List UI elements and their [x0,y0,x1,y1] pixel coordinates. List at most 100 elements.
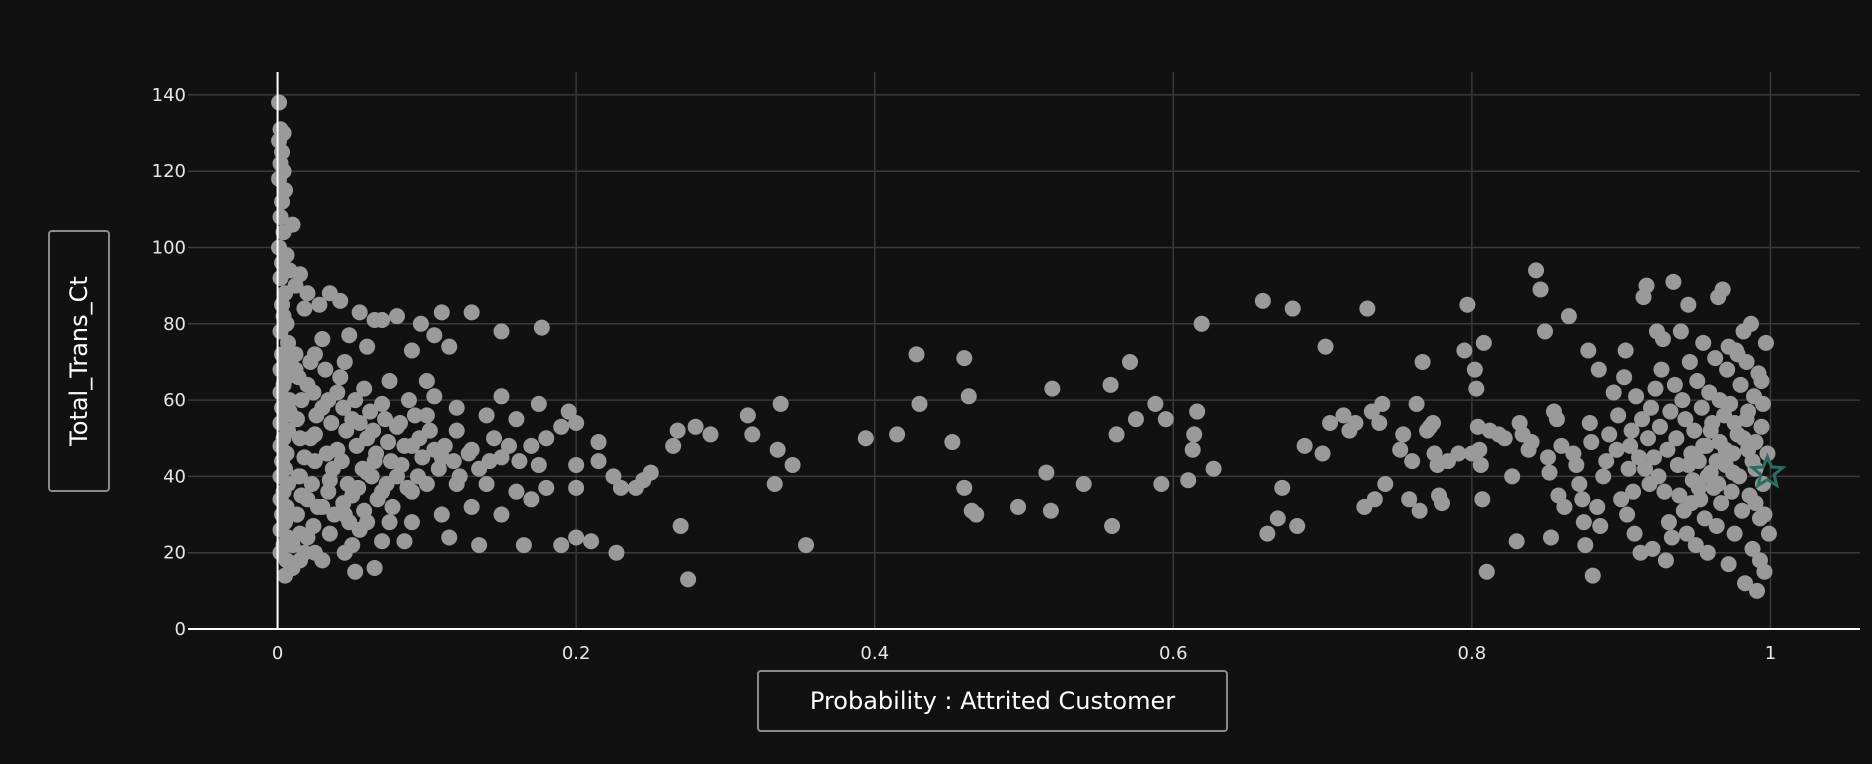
data-point [463,498,480,515]
data-point [377,411,394,428]
data-point [426,327,443,344]
data-point [553,537,570,554]
data-point [739,407,756,424]
data-point [374,533,391,550]
data-point [311,296,328,313]
data-point [583,533,600,550]
data-point [409,468,426,485]
data-point [672,517,689,534]
data-point [1496,430,1513,447]
data-point [766,476,783,493]
y-tick-label: 40 [163,466,186,487]
data-point [1666,376,1683,393]
data-point [1640,430,1657,447]
data-point [538,479,555,496]
data-point [272,208,289,225]
data-point [374,395,391,412]
data-point [1650,468,1667,485]
data-point [1508,533,1525,550]
data-point [1720,338,1737,355]
data-point [1254,292,1271,309]
data-point [1205,460,1222,477]
data-point [908,346,925,363]
data-point [1395,426,1412,443]
y-tick-label: 120 [152,161,186,182]
data-point [272,323,289,340]
data-point [347,392,364,409]
data-point [1674,392,1691,409]
data-point [1284,300,1301,317]
data-point [1468,380,1485,397]
data-point [1714,281,1731,298]
data-point [412,315,429,332]
data-point [332,369,349,386]
data-point [463,304,480,321]
data-point [1656,483,1673,500]
data-point [500,437,517,454]
data-point [426,388,443,405]
highlight-star-marker [1748,452,1787,489]
data-point [299,285,316,302]
data-point [1723,483,1740,500]
data-point [798,537,815,554]
data-point [365,422,382,439]
data-point [396,437,413,454]
data-point [448,399,465,416]
data-point [305,517,322,534]
data-point [1653,361,1670,378]
data-point [1371,414,1388,431]
data-point [1717,441,1734,458]
data-point [911,395,928,412]
data-point [1686,422,1703,439]
data-point [347,563,364,580]
data-point [306,453,323,470]
data-point [1651,418,1668,435]
data-point [403,342,420,359]
data-point [1571,476,1588,493]
data-point [1102,376,1119,393]
data-point [321,525,338,542]
data-point [1647,380,1664,397]
y-axis-title-text: Total_Trans_Ct [65,276,94,446]
data-point [1628,388,1645,405]
data-point [493,506,510,523]
data-point [1289,517,1306,534]
data-point [1660,514,1677,531]
data-point [288,411,305,428]
data-point [1274,479,1291,496]
data-point [1157,411,1174,428]
data-point [1401,491,1418,508]
data-point [350,479,367,496]
tick-labels: 0 20 40 60 80 100 120 140 0 0.2 0.4 0.6 0.8 1 [152,85,1777,664]
data-point [288,506,305,523]
data-point [1613,491,1630,508]
data-point [341,327,358,344]
data-point [1583,434,1600,451]
data-point [1719,361,1736,378]
data-point [1010,498,1027,515]
data-point [772,395,789,412]
data-point [1753,418,1770,435]
data-point [303,476,320,493]
data-point [1580,342,1597,359]
data-point [478,476,495,493]
data-point [687,418,704,435]
x-axis-title-text: Probability : Attrited Customer [809,687,1176,715]
data-point [744,426,761,443]
data-point [296,544,313,561]
data-point [508,411,525,428]
data-point [784,456,801,473]
data-point [1623,422,1640,439]
data-point [1359,300,1376,317]
data-point [1711,392,1728,409]
data-point [317,361,334,378]
data-point [451,468,468,485]
data-point [366,559,383,576]
data-point [374,311,391,328]
data-point [1732,376,1749,393]
data-point [1747,495,1764,512]
data-point [533,319,550,336]
data-point [665,437,682,454]
data-point [1734,502,1751,519]
data-point [1689,373,1706,390]
